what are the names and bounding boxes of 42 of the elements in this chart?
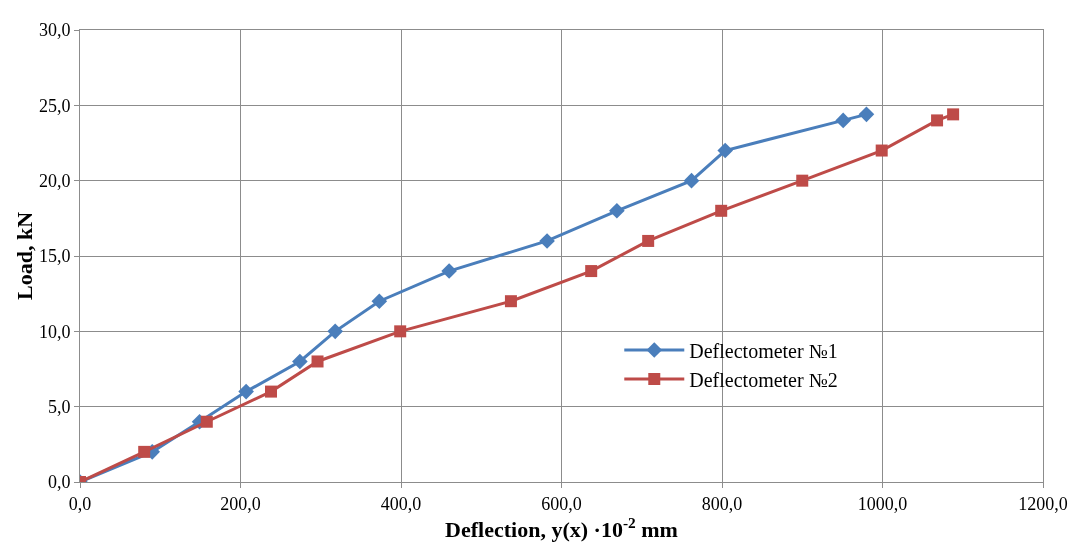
point [875,144,888,157]
y-tick-label: 5,0 [47,396,71,417]
point [200,415,213,428]
point [371,293,388,309]
point [238,383,254,400]
x-axis-title: Deflection, y(x) ·10$^{-2}$ mm [445,513,678,542]
point [796,174,809,187]
point [609,203,625,219]
point [394,325,407,338]
point [138,445,151,458]
x-tick-label: 0,0 [68,493,92,514]
point [539,233,555,249]
point [835,112,851,129]
y-tick-label: 25,0 [38,95,71,116]
x-tick-label: 600,0 [541,493,582,514]
point [715,204,728,217]
y-tick-label: 15,0 [38,246,71,267]
x-tick-label: 1200,0 [1018,493,1068,514]
x-tick-label: 200,0 [220,493,261,514]
legend-label: Deflectometer №1 [689,339,838,362]
y-tick-label: 20,0 [38,170,71,191]
point [683,172,700,189]
point [947,108,960,121]
point [327,323,343,340]
y-tick-label: 0,0 [47,472,71,493]
y-axis-title: Load, kN [11,211,37,301]
x-tick-label: 1000,0 [857,493,908,514]
point [265,385,277,398]
point [585,265,598,278]
y-tick-label: 30,0 [38,20,71,41]
point [717,142,734,159]
x-tick-label: 800,0 [701,493,743,514]
point [642,234,655,247]
x-tick-label: 400,0 [380,493,422,514]
point [504,295,517,308]
point [311,355,324,368]
legend-label: Deflectometer №2 [689,368,838,391]
point [931,114,944,127]
point [292,353,308,370]
point [858,106,875,123]
y-tick-label: 10,0 [38,321,71,342]
point [441,263,457,279]
